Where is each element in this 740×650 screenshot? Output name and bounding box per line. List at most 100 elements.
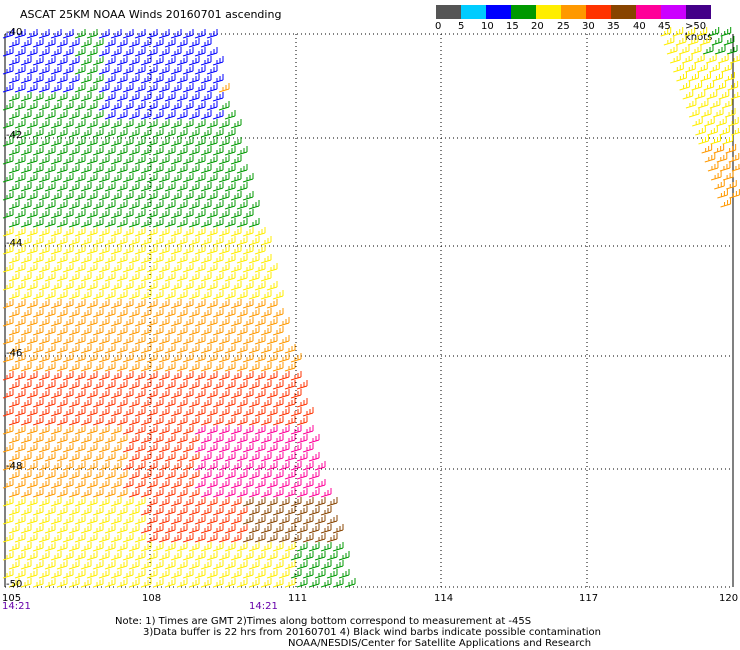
wind-barb <box>685 99 697 109</box>
wind-barb <box>38 353 50 363</box>
wind-barb <box>206 569 218 579</box>
wind-barb <box>44 128 56 138</box>
wind-barb <box>104 326 116 336</box>
wind-barb <box>140 398 152 408</box>
wind-barb <box>86 515 98 525</box>
wind-barb <box>80 488 92 498</box>
wind-barb <box>218 281 230 291</box>
wind-barb <box>338 551 350 561</box>
wind-barb <box>38 227 50 237</box>
wind-barb <box>86 227 98 237</box>
wind-barb <box>26 299 38 309</box>
wind-barb <box>26 137 38 147</box>
wind-barb <box>164 56 176 66</box>
wind-barb <box>176 182 188 192</box>
wind-barb <box>110 155 122 165</box>
wind-barb <box>242 227 254 237</box>
wind-barb <box>248 254 260 264</box>
wind-barb <box>302 551 314 561</box>
wind-barb <box>32 308 44 318</box>
wind-barb <box>80 92 92 102</box>
wind-barb <box>230 407 242 417</box>
wind-barb <box>98 425 110 435</box>
wind-barb <box>50 137 62 147</box>
wind-barb <box>284 380 296 390</box>
wind-barb <box>158 83 170 93</box>
wind-barb <box>116 380 128 390</box>
wind-barb <box>206 137 218 147</box>
wind-barb <box>32 146 44 156</box>
wind-barb <box>38 533 50 543</box>
wind-barb <box>206 461 218 471</box>
wind-barb <box>152 128 164 138</box>
wind-barb <box>80 326 92 336</box>
wind-barb <box>110 317 122 327</box>
wind-barb <box>26 353 38 363</box>
wind-barb <box>86 155 98 165</box>
wind-barb <box>62 353 74 363</box>
wind-barb <box>44 218 56 228</box>
wind-barb <box>146 263 158 273</box>
wind-barb <box>62 569 74 579</box>
wind-barb <box>158 245 170 255</box>
wind-barb <box>62 479 74 489</box>
wind-barb <box>266 425 278 435</box>
wind-barb <box>56 128 68 138</box>
wind-barb <box>98 29 110 39</box>
wind-barb <box>116 110 128 120</box>
wind-barb <box>715 81 727 91</box>
wind-barb <box>86 83 98 93</box>
wind-barb <box>50 497 62 507</box>
wind-barb <box>710 171 722 181</box>
wind-barb <box>188 128 200 138</box>
wind-barb <box>206 245 218 255</box>
wind-barb <box>170 29 182 39</box>
legend-swatch-9 <box>661 5 686 19</box>
wind-barb <box>146 47 158 57</box>
wind-barb <box>20 182 32 192</box>
wind-barb <box>296 416 308 426</box>
wind-barb <box>56 416 68 426</box>
wind-barb <box>56 524 68 534</box>
wind-barb <box>302 515 314 525</box>
wind-barb <box>176 434 188 444</box>
wind-barb <box>86 317 98 327</box>
wind-barb <box>128 236 140 246</box>
wind-barb <box>146 281 158 291</box>
wind-barb <box>8 326 20 336</box>
wind-barb <box>68 146 80 156</box>
wind-barb <box>134 191 146 201</box>
wind-barb <box>308 542 320 552</box>
wind-barb <box>68 452 80 462</box>
wind-barb <box>230 443 242 453</box>
wind-barb <box>260 398 272 408</box>
wind-barb <box>242 371 254 381</box>
wind-barb <box>182 353 194 363</box>
wind-barb <box>128 308 140 318</box>
wind-barb <box>254 407 266 417</box>
wind-barb <box>200 74 212 84</box>
wind-barb <box>248 362 260 372</box>
wind-barb <box>188 524 200 534</box>
wind-barb <box>122 299 134 309</box>
wind-barb <box>2 65 14 75</box>
wind-barb <box>20 560 32 570</box>
wind-barb <box>701 144 713 154</box>
wind-barb <box>320 578 332 588</box>
wind-barb <box>224 452 236 462</box>
wind-barb <box>164 470 176 480</box>
wind-barb <box>110 263 122 273</box>
wind-barb <box>50 263 62 273</box>
wind-barb <box>8 362 20 372</box>
wind-barb <box>200 344 212 354</box>
wind-barb <box>188 542 200 552</box>
wind-barb <box>74 371 86 381</box>
wind-barb <box>182 407 194 417</box>
wind-barb <box>104 110 116 120</box>
wind-barb <box>200 380 212 390</box>
wind-barb <box>158 281 170 291</box>
wind-barb <box>712 72 723 82</box>
wind-barb <box>717 189 728 199</box>
wind-barb <box>68 74 80 84</box>
wind-barb <box>38 245 50 255</box>
